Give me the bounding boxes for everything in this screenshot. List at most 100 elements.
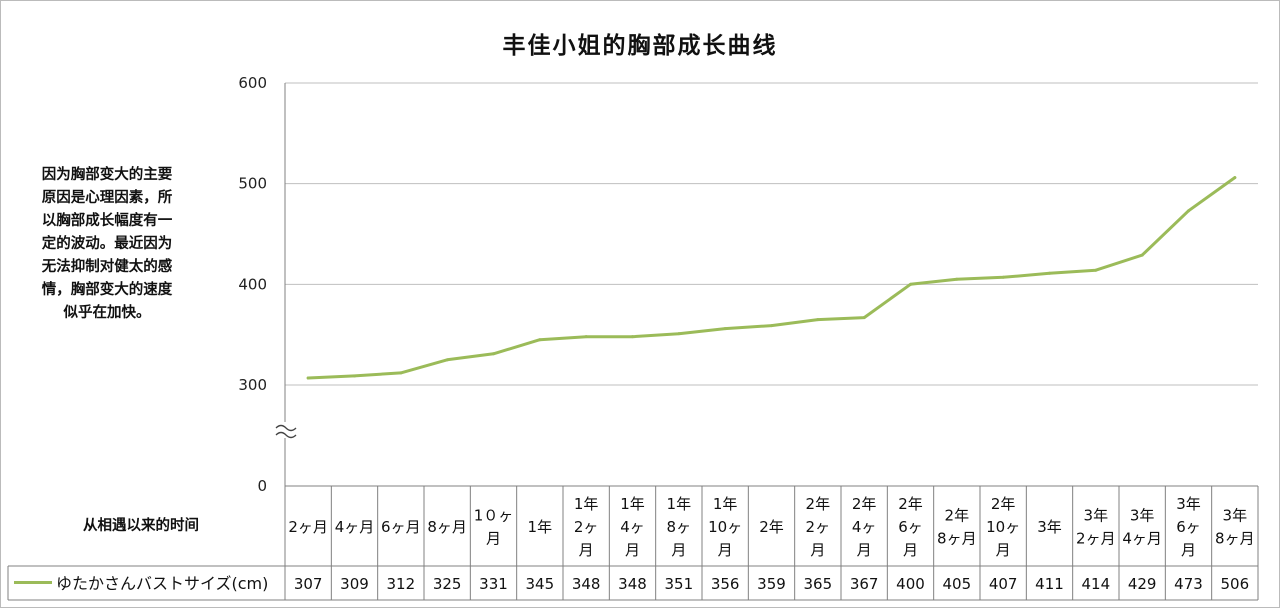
x-category-label: 2ヶ月 [288, 518, 328, 536]
data-point [1187, 209, 1190, 213]
legend-swatch [14, 580, 52, 584]
y-tick-label: 400 [238, 275, 267, 293]
data-table-value: 429 [1128, 575, 1157, 593]
x-category-label: 8ヶ月 [937, 530, 977, 548]
data-table-value: 312 [387, 575, 416, 593]
y-tick-label: 300 [238, 376, 267, 394]
axis-break-mark [275, 424, 297, 432]
data-point [445, 358, 449, 362]
x-category-label: 月 [671, 541, 686, 559]
x-category-label: 8ヶ [667, 518, 692, 536]
y-tick-label: 0 [257, 477, 267, 495]
data-point [1233, 176, 1237, 180]
x-category-label: 月 [903, 541, 918, 559]
y-tick-label: 600 [238, 74, 267, 92]
x-category-label: 月 [996, 541, 1011, 559]
x-category-label: 1年 [620, 495, 645, 513]
legend-series-label: ゆたかさんバストサイズ(cm) [56, 574, 269, 593]
x-category-label: 2年 [991, 495, 1016, 513]
x-category-label: 3年 [1130, 507, 1155, 525]
data-table-value: 331 [479, 575, 508, 593]
data-table-value: 400 [896, 575, 925, 593]
data-point [538, 338, 542, 342]
y-tick-label: 500 [238, 175, 267, 193]
data-point [816, 318, 820, 322]
x-category-label: 1年 [528, 518, 553, 536]
data-table-value: 307 [294, 575, 323, 593]
x-category-label: 2年 [759, 518, 784, 536]
data-table-value: 365 [804, 575, 833, 593]
annotation-line: 情，胸部变大的速度 [41, 282, 173, 298]
x-category-label: 月 [857, 541, 872, 559]
x-category-label: 6ヶ月 [381, 518, 421, 536]
data-point [909, 282, 912, 286]
x-category-label: 10ヶ [708, 518, 742, 536]
data-point [399, 371, 403, 375]
data-point [584, 335, 588, 339]
x-category-label: 月 [579, 541, 594, 559]
data-table-value: 411 [1035, 575, 1064, 593]
x-category-label: 8ヶ月 [427, 518, 467, 536]
data-table-value: 367 [850, 575, 879, 593]
data-point [677, 332, 681, 336]
x-category-label: 1年 [667, 495, 692, 513]
x-category-label: 4ヶ月 [1122, 530, 1162, 548]
annotation-line: 原因是心理因素，所 [41, 190, 173, 206]
data-point [353, 374, 356, 378]
x-category-label: 2年 [945, 507, 970, 525]
data-table-value: 414 [1082, 575, 1111, 593]
time-row-label: 从相遇以来的时间 [83, 518, 199, 534]
data-point [631, 335, 634, 339]
legend-item: ゆたかさんバストサイズ(cm) [14, 570, 268, 594]
annotation-line: 因为胸部变大的主要 [41, 167, 173, 183]
data-table-value: 405 [943, 575, 972, 593]
data-point [1048, 271, 1051, 275]
x-category-label: 1年 [713, 495, 738, 513]
x-category-label: 月 [718, 541, 733, 559]
x-category-label: 6ヶ [1176, 518, 1201, 536]
data-table-value: 359 [757, 575, 786, 593]
x-category-label: 2ヶ月 [1076, 530, 1116, 548]
annotation-line: 以胸部成长幅度有一 [41, 213, 173, 229]
data-point [770, 324, 773, 328]
x-category-label: 4ヶ月 [335, 518, 375, 536]
data-table-value: 325 [433, 575, 462, 593]
annotation-text: 因为胸部变大的主要 原因是心理因素，所 以胸部成长幅度有一 定的波动。最近因为 无法抑制… [8, 164, 206, 325]
x-category-label: 2年 [898, 495, 923, 513]
x-category-label: 2ヶ [806, 518, 831, 536]
x-category-label: 月 [486, 530, 501, 548]
axis-break-mark [275, 431, 297, 439]
data-table-value: 473 [1174, 575, 1203, 593]
x-category-label: 8ヶ月 [1215, 530, 1255, 548]
x-category-label: 1０ヶ [474, 507, 514, 525]
data-table-value: 348 [572, 575, 601, 593]
x-category-label: 月 [1181, 541, 1196, 559]
x-category-label: 3年 [1223, 507, 1248, 525]
data-point [492, 352, 495, 356]
data-table-value: 356 [711, 575, 740, 593]
x-category-label: 4ヶ [620, 518, 645, 536]
x-category-label: 3年 [1037, 518, 1062, 536]
data-point [723, 327, 727, 331]
x-category-label: 4ヶ [852, 518, 877, 536]
data-point [306, 376, 310, 380]
data-point [955, 277, 959, 281]
data-table-value: 345 [526, 575, 555, 593]
x-category-label: 月 [810, 541, 825, 559]
data-point [862, 316, 866, 320]
x-category-label: 2ヶ [574, 518, 599, 536]
x-category-label: 3年 [1084, 507, 1109, 525]
series-line [306, 176, 1237, 380]
data-table-value: 351 [665, 575, 694, 593]
x-category-label: 6ヶ [898, 518, 923, 536]
x-category-label: 3年 [1176, 495, 1201, 513]
data-point [1140, 253, 1144, 257]
x-category-label: 10ヶ [986, 518, 1020, 536]
x-category-label: 1年 [574, 495, 599, 513]
x-category-label: 2年 [852, 495, 877, 513]
chart-title: 丰佳小姐的胸部成长曲线 [502, 33, 778, 59]
annotation-line: 无法抑制对健太的感 [41, 259, 173, 275]
annotation-line: 似乎在加快。 [63, 305, 151, 321]
x-category-label: 月 [625, 541, 640, 559]
